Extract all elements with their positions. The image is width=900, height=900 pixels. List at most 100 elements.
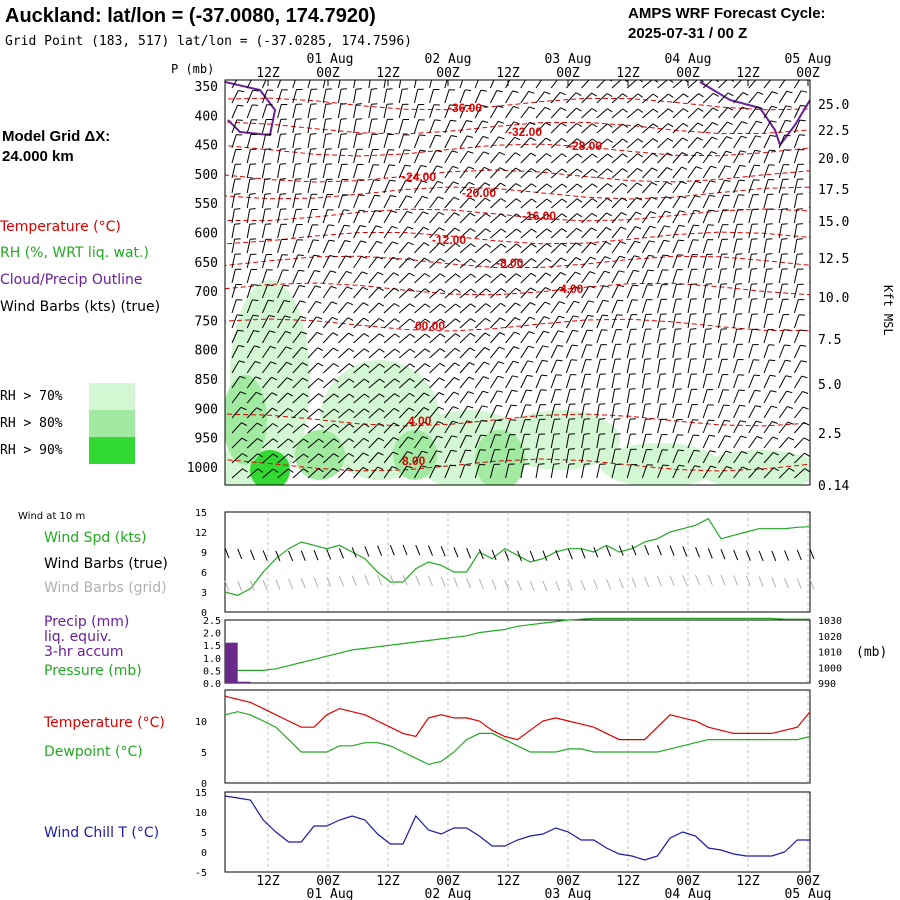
wind-barb bbox=[322, 286, 332, 299]
wind-barb bbox=[246, 284, 252, 299]
wind-barb-flag bbox=[288, 468, 294, 473]
wind-barb bbox=[626, 255, 635, 269]
wind-barb bbox=[459, 435, 467, 449]
wind-barb-flag bbox=[332, 332, 339, 336]
wind-barb bbox=[809, 401, 810, 404]
wind-barb bbox=[292, 269, 299, 284]
wind-barb bbox=[307, 438, 320, 449]
wind-barb bbox=[353, 194, 360, 209]
wind-barb bbox=[292, 224, 298, 239]
wind10-barb-grid bbox=[542, 580, 548, 592]
wind-barb bbox=[581, 123, 593, 134]
wind-barb-flag bbox=[629, 373, 636, 375]
wind-barb-flag bbox=[356, 118, 363, 120]
pressure-tick-label: 500 bbox=[195, 168, 218, 183]
wind-barb bbox=[626, 389, 631, 404]
wind-barb-flag bbox=[713, 92, 719, 97]
wind-barb-flag bbox=[724, 179, 731, 182]
wind-barb bbox=[231, 209, 235, 224]
wind-barb-flag bbox=[602, 314, 609, 317]
wind-barb-flag bbox=[434, 119, 441, 121]
wind-barb bbox=[398, 104, 403, 119]
wind-barb bbox=[246, 376, 257, 389]
wind-barb bbox=[596, 314, 603, 329]
panel-frame bbox=[224, 689, 811, 784]
wind-barb bbox=[520, 345, 529, 359]
wind-barb-flag bbox=[394, 348, 400, 353]
wind-barb-flag bbox=[652, 108, 659, 113]
wind-barb-flag bbox=[379, 378, 385, 383]
wind-barb-flag bbox=[618, 284, 625, 287]
wind-barb bbox=[368, 287, 379, 299]
wind-barb bbox=[398, 119, 404, 134]
wind-barb bbox=[489, 434, 496, 449]
wind-barb bbox=[368, 119, 373, 134]
wind-barb bbox=[322, 378, 335, 389]
wind10-barb-true bbox=[288, 550, 294, 562]
wind-barb bbox=[763, 375, 771, 389]
wind-barb bbox=[702, 195, 710, 209]
wind-barb-flag bbox=[739, 164, 746, 167]
wind-barb bbox=[444, 303, 456, 314]
wind-barb bbox=[307, 89, 312, 104]
isotherm-line bbox=[225, 208, 810, 222]
wind-barb bbox=[566, 227, 577, 239]
wind-barb bbox=[596, 449, 600, 464]
wind-barb bbox=[368, 149, 374, 164]
wind-barb-flag bbox=[592, 168, 598, 173]
wind-barb-flag bbox=[771, 105, 778, 109]
wind-barb-flag bbox=[591, 108, 598, 113]
wind-barb bbox=[490, 182, 501, 194]
wind-barb bbox=[657, 314, 662, 329]
wind-barb-flag bbox=[345, 255, 352, 258]
wind-barb bbox=[763, 91, 773, 104]
wind-barb-flag bbox=[591, 123, 598, 128]
wind-barb bbox=[641, 211, 651, 224]
wind10-barb-grid bbox=[478, 578, 484, 590]
wind-barb-flag bbox=[576, 107, 582, 112]
wind-barb-flag bbox=[450, 449, 457, 452]
wind-barb bbox=[550, 257, 562, 269]
wind10-barb-grid bbox=[389, 574, 395, 586]
wind-barb-flag bbox=[606, 183, 613, 188]
wind-barb bbox=[702, 180, 711, 194]
wind-barb-flag bbox=[314, 270, 321, 273]
wind-barb bbox=[581, 242, 592, 254]
wind-barb bbox=[626, 329, 632, 344]
wind-barb bbox=[717, 269, 722, 284]
top-time-tick: 00Z bbox=[556, 66, 580, 81]
wind-barb bbox=[444, 288, 456, 299]
wind-barb bbox=[748, 436, 758, 449]
wind-barb bbox=[307, 331, 318, 344]
wind-barb-flag bbox=[270, 345, 277, 349]
wind-barb-flag bbox=[378, 408, 385, 413]
wind-barb-flag bbox=[756, 106, 763, 110]
wind-barb bbox=[581, 449, 585, 464]
wind-barb-flag bbox=[575, 242, 582, 247]
wind-barb-flag bbox=[423, 242, 430, 246]
wind-barb bbox=[322, 301, 333, 314]
wind-barb-flag bbox=[394, 363, 400, 368]
legend-barbs-grid: Wind Barbs (grid) bbox=[44, 580, 167, 596]
legend-wind-barbs: Wind Barbs (kts) (true) bbox=[0, 299, 160, 315]
wind-barb bbox=[778, 284, 783, 299]
wind-barb bbox=[778, 421, 789, 434]
wind-barb bbox=[307, 393, 319, 404]
wind-barb-flag bbox=[693, 434, 700, 437]
wind-barb bbox=[414, 348, 426, 359]
wind-barb bbox=[763, 299, 768, 314]
wind-barb bbox=[687, 180, 696, 194]
wind-barb bbox=[793, 329, 801, 344]
wind-barb bbox=[793, 375, 803, 389]
wind-barb bbox=[307, 224, 313, 239]
wind-barb bbox=[262, 376, 272, 389]
wind-barb-flag bbox=[560, 107, 567, 111]
wind-barb bbox=[626, 359, 631, 374]
wind-barb bbox=[353, 240, 362, 254]
wind-barb-flag bbox=[820, 454, 825, 457]
wind-barb bbox=[459, 347, 471, 359]
wind-barb-flag bbox=[423, 421, 429, 425]
wind-barb bbox=[581, 359, 587, 374]
wind-barb-flag bbox=[469, 347, 476, 352]
wind-barb-flag bbox=[424, 303, 431, 308]
